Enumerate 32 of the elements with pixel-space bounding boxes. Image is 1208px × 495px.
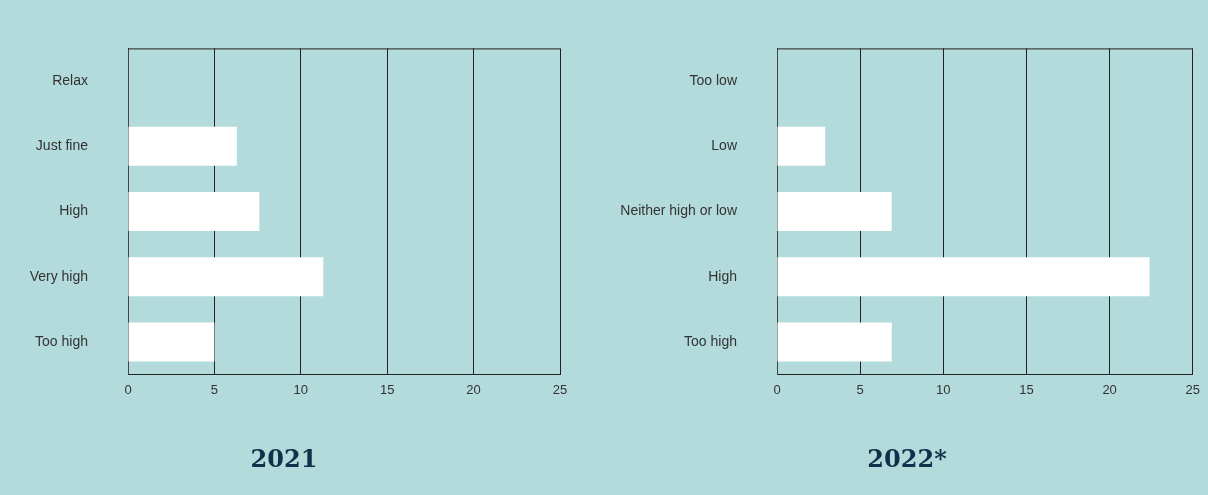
x-tick-label: 15 <box>1019 381 1034 397</box>
y-tick-label: Just fine <box>35 137 89 154</box>
y-tick-label: Low <box>711 137 738 154</box>
text: 2022* <box>867 443 948 473</box>
x-tick-label: 20 <box>466 381 481 397</box>
x-tick-label: 25 <box>1185 381 1200 397</box>
x-tick-label: 10 <box>293 381 309 397</box>
x-tick-label: 5 <box>856 381 864 397</box>
y-tick-label: Neither high or low <box>620 202 738 219</box>
x-tick-label: 15 <box>379 381 395 397</box>
x-tick-label: 0 <box>773 381 781 397</box>
bar <box>777 322 892 362</box>
x-tick-label: 0 <box>124 381 132 397</box>
y-tick-label: High <box>59 202 88 219</box>
bar <box>128 126 237 166</box>
y-tick-label: Too high <box>35 332 88 349</box>
y-tick-label: Relax <box>52 71 88 88</box>
bar <box>777 257 1150 297</box>
bar <box>777 191 892 232</box>
bar <box>128 257 324 297</box>
x-tick-label: 20 <box>1102 381 1117 397</box>
bar <box>128 322 215 362</box>
text: 2021 <box>250 443 318 473</box>
x-tick-label: 25 <box>552 381 568 397</box>
y-tick-label: High <box>708 267 737 284</box>
bar <box>128 191 260 232</box>
bar <box>777 126 826 166</box>
y-tick-label: Too high <box>684 332 737 349</box>
y-tick-label: Very high <box>29 267 88 284</box>
x-tick-label: 5 <box>210 381 219 397</box>
x-tick-label: 10 <box>936 381 951 397</box>
y-tick-label: Too low <box>689 71 738 88</box>
